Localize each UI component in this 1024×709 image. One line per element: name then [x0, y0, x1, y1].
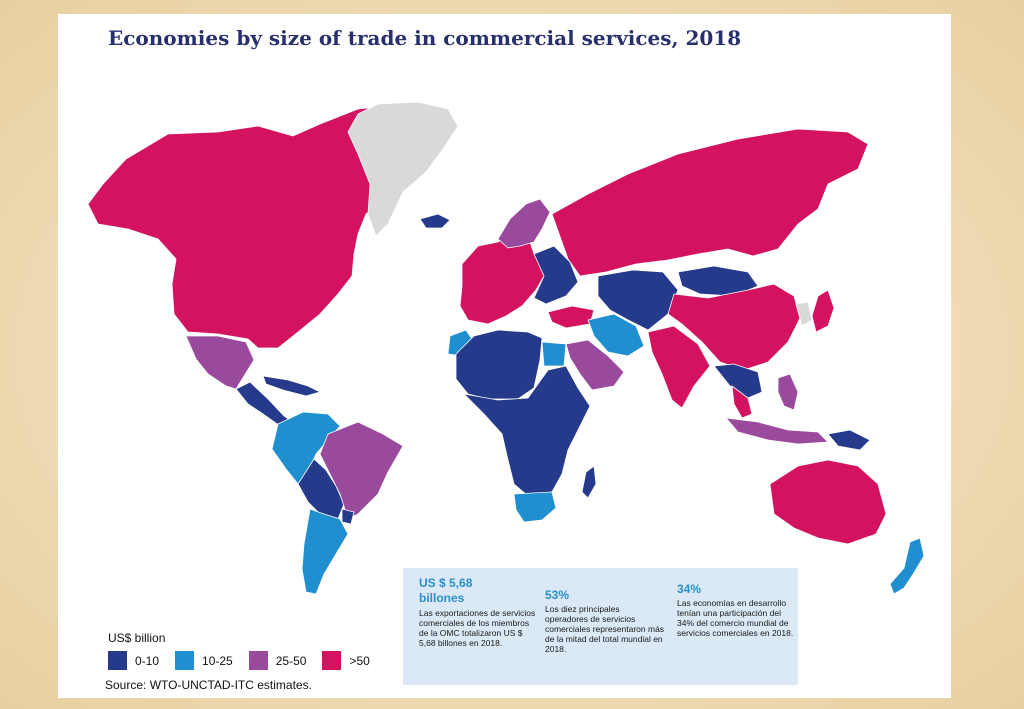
region-indochina [713, 363, 763, 399]
region-new-zealand [889, 537, 925, 595]
map-panel: Economies by size of trade in commercial… [58, 14, 951, 698]
info-headline: US $ 5,68 billones [419, 576, 473, 605]
legend-label: 0-10 [135, 653, 160, 668]
region-western-europe [459, 233, 547, 325]
region-india [647, 325, 711, 409]
region-south-africa [513, 491, 557, 523]
info-headline: 34% [677, 582, 702, 596]
region-southeast-asia [777, 373, 799, 411]
info-text: Los diez principales operadores de servi… [545, 604, 665, 654]
region-iceland [419, 213, 451, 229]
info-column: 34% Las economías en desarrollo tenían u… [677, 582, 797, 638]
region-madagascar [581, 465, 597, 499]
region-north-america [87, 105, 404, 349]
region-caribbean [262, 375, 322, 397]
region-papua [827, 429, 871, 451]
region-australia [769, 459, 887, 545]
region-japan [811, 289, 835, 333]
legend-swatch [322, 651, 342, 670]
legend-label: 25-50 [275, 653, 307, 668]
info-text: Las economías en desarrollo tenían una p… [677, 598, 794, 638]
legend-item: 10-25 [175, 651, 233, 670]
info-text: Las exportaciones de servicios comercial… [419, 608, 536, 648]
region-sub-saharan-africa [462, 365, 591, 497]
region-arabia [565, 339, 625, 391]
region-korea [795, 301, 813, 327]
info-column: US $ 5,68 billones Las exportaciones de … [419, 576, 539, 648]
region-egypt [541, 341, 567, 367]
region-argentina-chile [301, 508, 349, 595]
source-note: Source: WTO-UNCTAD-ITC estimates. [105, 678, 312, 692]
region-china [667, 283, 801, 371]
region-brazil [319, 421, 404, 520]
legend-item: 25-50 [248, 651, 307, 670]
info-column: 53% Los diez principales operadores de s… [545, 588, 665, 654]
legend-swatch [175, 651, 195, 670]
region-mexico [185, 335, 255, 390]
region-russia [551, 128, 869, 277]
map-title: Economies by size of trade in commercial… [108, 26, 742, 50]
world-map [87, 101, 925, 595]
legend-swatch [248, 651, 268, 670]
region-scandinavia [497, 198, 551, 249]
region-greenland [347, 101, 459, 237]
legend-label: >50 [349, 653, 370, 668]
legend-title: US$ billion [108, 631, 166, 645]
legend-item: >50 [322, 651, 370, 670]
legend: 0-10 10-25 25-50 >50 [108, 651, 386, 670]
region-uruguay [341, 508, 355, 525]
region-central-asia [597, 269, 679, 331]
info-box: US $ 5,68 billones Las exportaciones de … [403, 568, 798, 685]
legend-swatch [108, 651, 127, 670]
info-headline: 53% [545, 588, 570, 602]
legend-item: 0-10 [108, 651, 159, 670]
region-colombia-venezuela-peru [271, 411, 341, 485]
region-north-africa [455, 329, 543, 400]
region-thailand [731, 385, 753, 419]
region-indonesia [725, 417, 829, 445]
region-turkey [547, 305, 595, 329]
region-eastern-europe [533, 245, 579, 305]
legend-label: 10-25 [202, 653, 233, 668]
region-iran-iraq [587, 313, 645, 357]
